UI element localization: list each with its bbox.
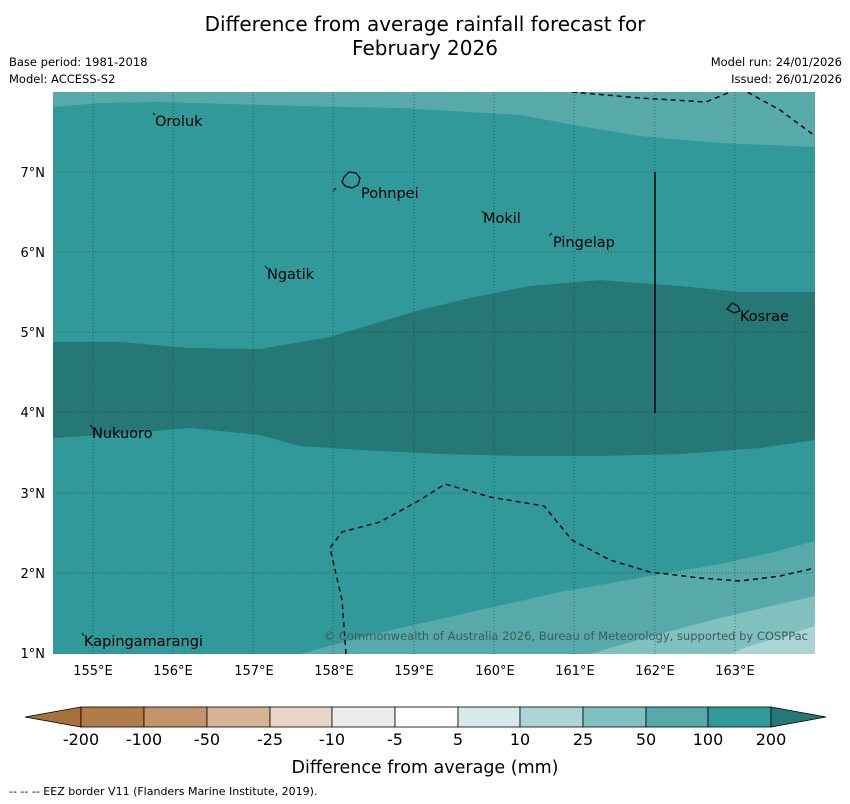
- legend-label: Difference from average (mm): [291, 758, 558, 778]
- band-200: [53, 280, 815, 456]
- chart-title: Difference from average rainfall forecas…: [0, 12, 850, 60]
- legend-colorbar: [24, 706, 827, 728]
- legend-tick-neg10: -10: [319, 730, 345, 749]
- eez-borders: [329, 92, 815, 654]
- legend-swatch-25-50: [582, 706, 647, 728]
- lon-label-157e: 157°E: [234, 664, 274, 679]
- lon-label-158e: 158°E: [314, 664, 354, 679]
- legend-tick-100: 100: [693, 730, 724, 749]
- lon-label-160e: 160°E: [475, 664, 515, 679]
- lat-label-6n: 6°N: [21, 246, 46, 261]
- legend-swatch-25-10: [269, 706, 333, 728]
- lat-label-3n: 3°N: [21, 487, 46, 502]
- place-label-pingelap: Pingelap: [553, 235, 615, 251]
- meta-right: Model run: 24/01/2026 Issued: 26/01/2026: [711, 54, 842, 88]
- legend-swatch-above-200: [770, 706, 827, 728]
- pohnpei-islet: [332, 187, 337, 192]
- title-line-1: Difference from average rainfall forecas…: [204, 12, 646, 36]
- model-name: Model: ACCESS-S2: [9, 72, 116, 86]
- lon-label-156e: 156°E: [153, 664, 193, 679]
- legend-tick-200: 200: [756, 730, 787, 749]
- place-label-ngatik: Ngatik: [267, 267, 315, 283]
- place-label-mokil: Mokil: [483, 211, 521, 227]
- band-10: [730, 626, 815, 654]
- pohnpei-island-shape: [341, 171, 361, 189]
- legend-tick-neg100: -100: [126, 730, 162, 749]
- lat-label-5n: 5°N: [21, 326, 46, 341]
- eez-border-north: [571, 92, 815, 137]
- legend-swatch-100-200: [707, 706, 772, 728]
- legend-tick-neg200: -200: [63, 730, 99, 749]
- legend-swatch-100-50: [143, 706, 208, 728]
- lat-label-2n: 2°N: [21, 567, 46, 582]
- copyright-notice: © Commonwealth of Australia 2026, Bureau…: [324, 629, 808, 643]
- legend-swatch-10-25: [519, 706, 584, 728]
- lon-label-159e: 159°E: [394, 664, 434, 679]
- legend-tick-50: 50: [636, 730, 656, 749]
- eez-footnote: -- -- -- EEZ border V11 (Flanders Marine…: [9, 785, 318, 798]
- place-label-kosrae: Kosrae: [740, 309, 789, 325]
- legend-swatch-below-200: [24, 706, 82, 728]
- lon-label-155e: 155°E: [73, 664, 113, 679]
- lat-label-7n: 7°N: [21, 166, 46, 181]
- band-50-south: [300, 541, 815, 654]
- lat-label-1n: 1°N: [21, 647, 46, 662]
- legend-tick-neg5: -5: [387, 730, 403, 749]
- band-25: [590, 596, 815, 654]
- lon-label-163e: 163°E: [715, 664, 755, 679]
- map-area: Oroluk Pohnpei Mokil Pingelap Ngatik Kos…: [53, 92, 815, 654]
- legend-tick-10: 10: [510, 730, 530, 749]
- eez-border-south: [329, 483, 815, 654]
- legend-swatch-50-25: [206, 706, 271, 728]
- place-markers: [81, 112, 553, 637]
- legend-swatch-10-5: [331, 706, 396, 728]
- legend-swatch-50-100: [645, 706, 709, 728]
- legend-tick-neg25: -25: [257, 730, 283, 749]
- legend-tick-25: 25: [573, 730, 593, 749]
- place-label-kapingamarangi: Kapingamarangi: [84, 634, 203, 650]
- model-run: Model run: 24/01/2026: [710, 55, 842, 69]
- legend-swatch-200-100: [80, 706, 145, 728]
- meta-left: Base period: 1981-2018 Model: ACCESS-S2: [9, 54, 148, 88]
- legend-tick-5: 5: [453, 730, 463, 749]
- band-50-north: [53, 92, 815, 147]
- lon-label-162e: 162°E: [635, 664, 675, 679]
- place-label-oroluk: Oroluk: [155, 114, 203, 130]
- legend-swatch-5-5: [394, 706, 459, 728]
- place-label-pohnpei: Pohnpei: [361, 186, 419, 202]
- lat-label-4n: 4°N: [21, 406, 46, 421]
- lon-label-161e: 161°E: [555, 664, 595, 679]
- place-label-nukuoro: Nukuoro: [92, 426, 153, 442]
- kosrae-island-shape: [726, 302, 741, 314]
- title-line-2: February 2026: [352, 36, 498, 60]
- issued-date: Issued: 26/01/2026: [731, 72, 842, 86]
- base-period: Base period: 1981-2018: [9, 55, 148, 69]
- legend-tick-neg50: -50: [194, 730, 220, 749]
- legend-swatch-5-10: [457, 706, 521, 728]
